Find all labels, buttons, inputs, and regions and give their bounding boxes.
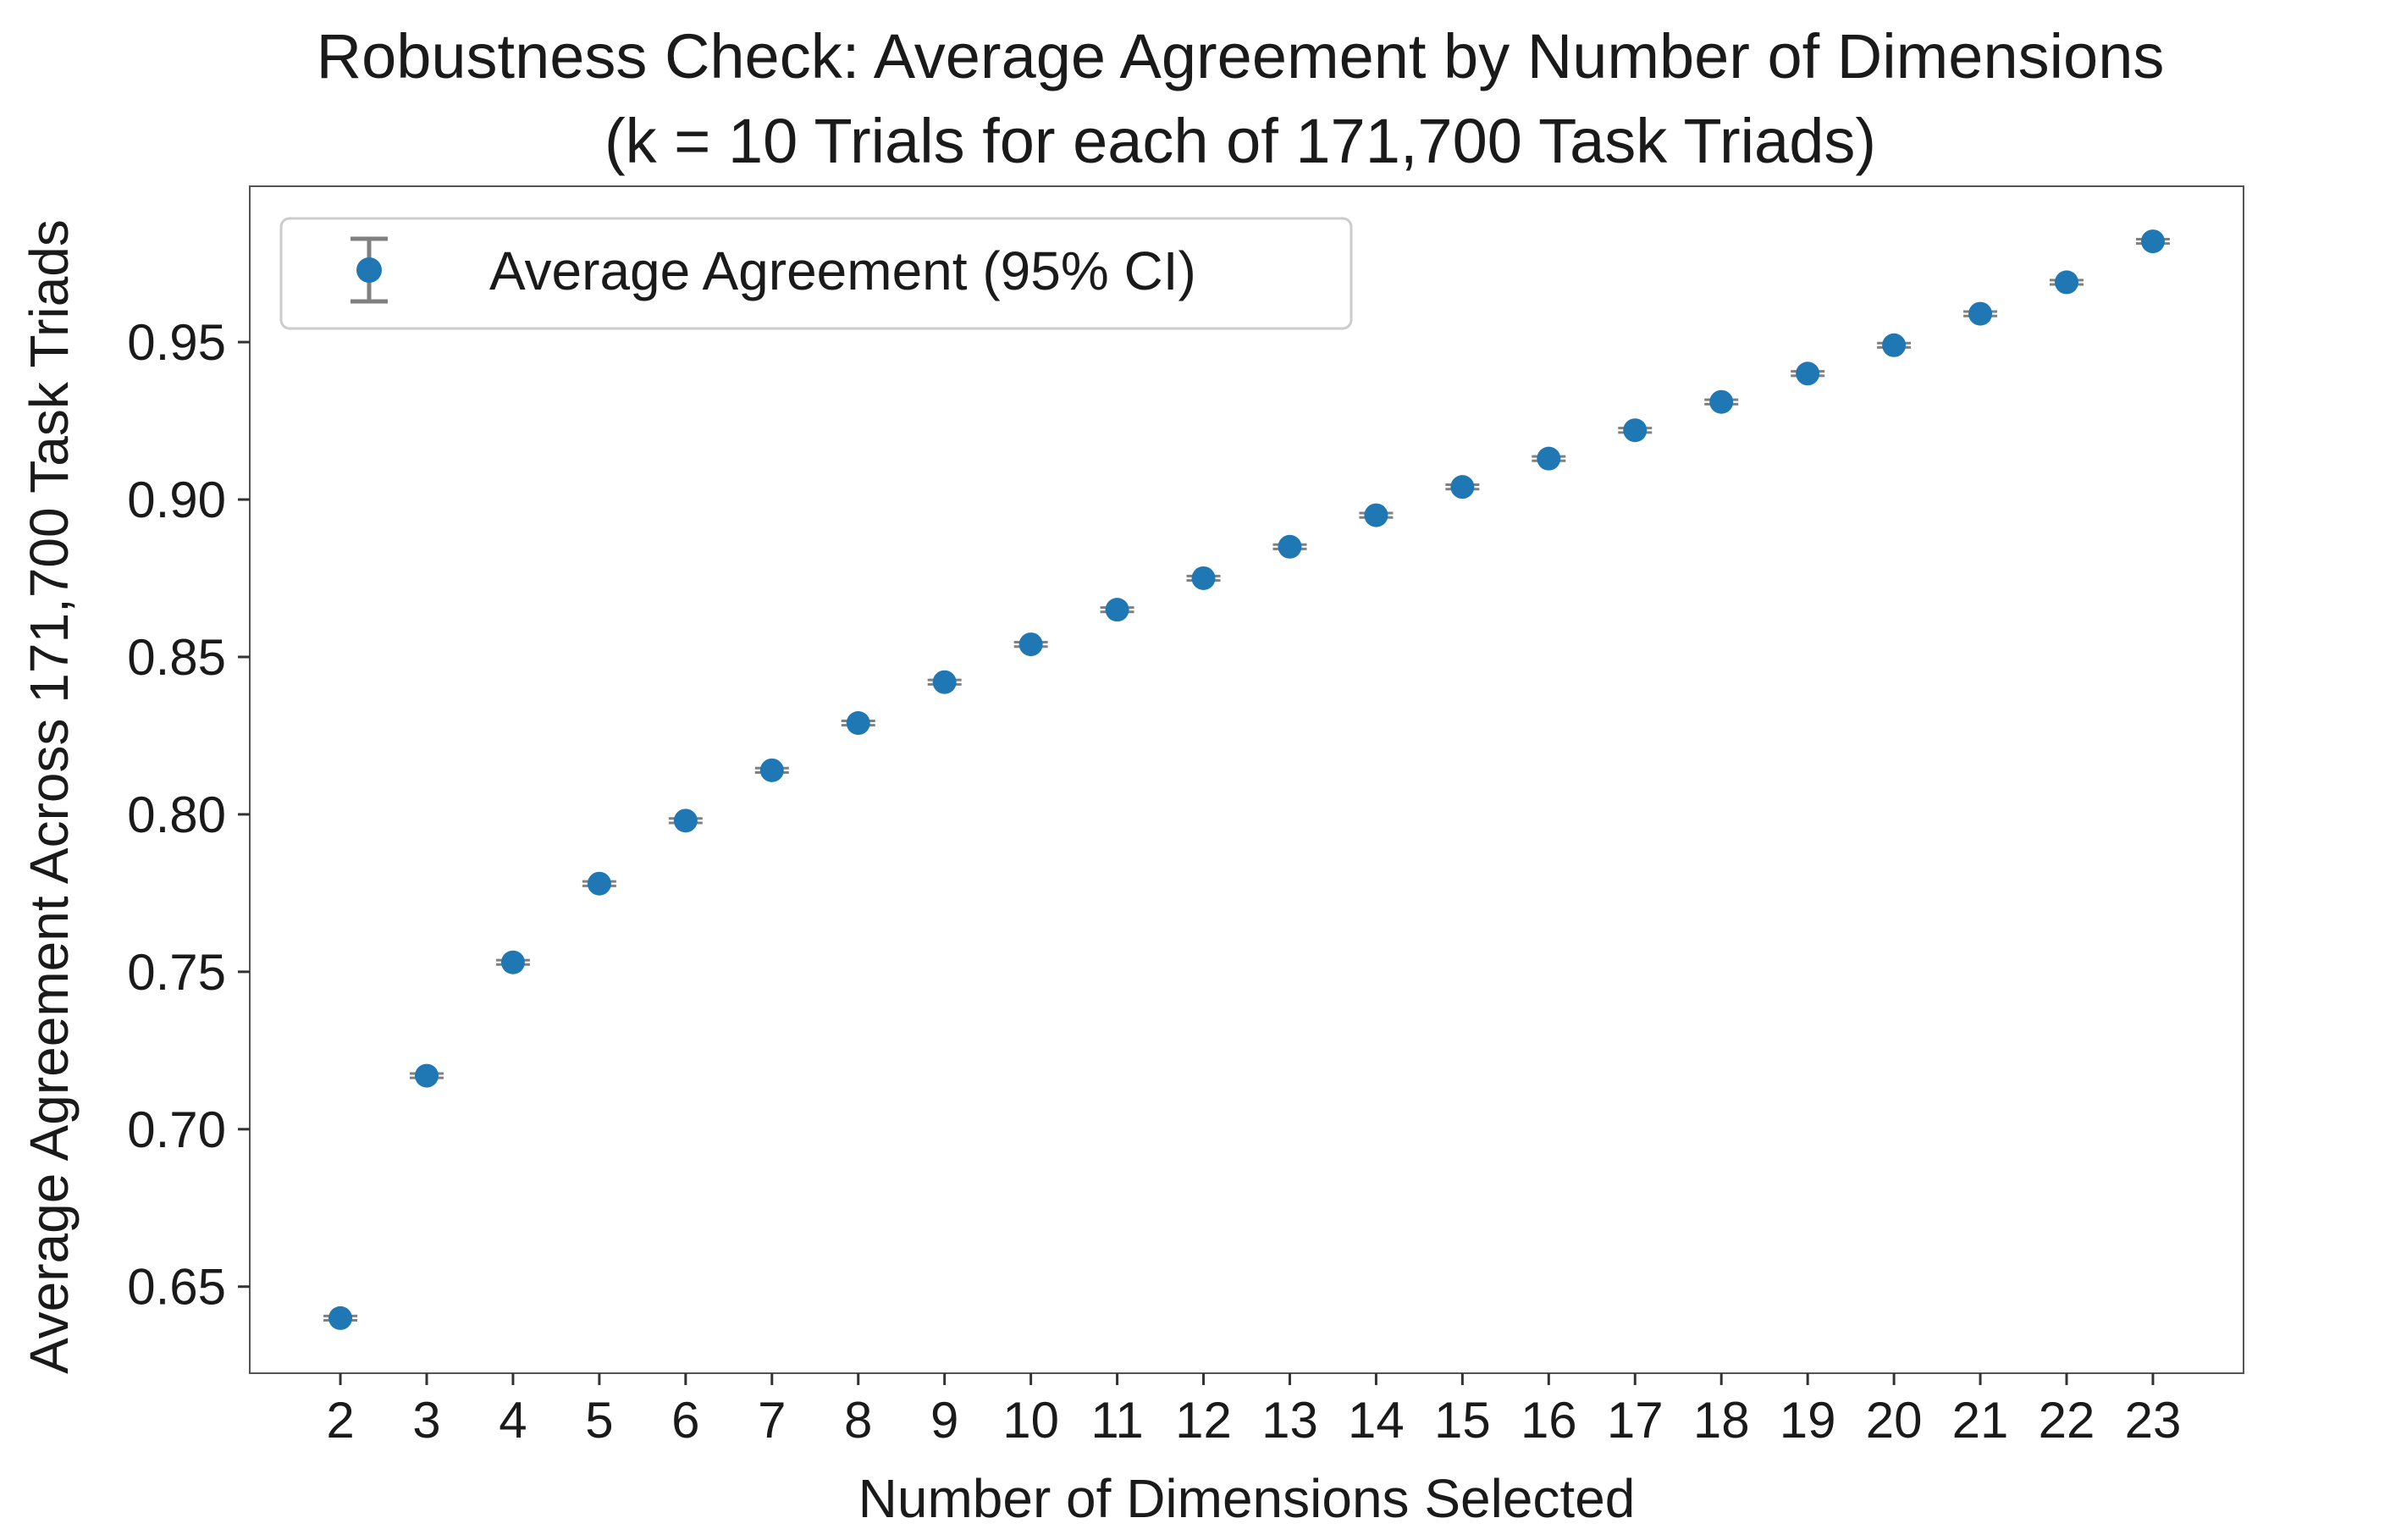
x-tick-label: 2 — [326, 1392, 354, 1449]
data-point — [414, 1063, 439, 1088]
data-point — [759, 758, 784, 782]
y-tick-label: 0.65 — [127, 1259, 226, 1316]
data-point — [846, 711, 870, 736]
y-tick-label: 0.95 — [127, 314, 226, 371]
y-axis-label: Average Agreement Across 171,700 Task Tr… — [19, 219, 80, 1374]
x-axis: 2 3 4 5 6 7 8 9 10 11 12 13 14 15 16 17 18 19 20 21 22 23 — [326, 1373, 2181, 1449]
x-tick-label: 10 — [1002, 1392, 1059, 1449]
plot-area: 0.650.700.750.800.850.900.95 2 3 4 5 6 7 8 9 10 1… — [127, 185, 2244, 1449]
x-tick-label: 11 — [1090, 1392, 1143, 1449]
data-point — [328, 1305, 353, 1330]
data-point — [1623, 418, 1648, 443]
data-point — [2140, 229, 2165, 254]
y-axis: 0.65 0.70 0.75 0.80 0.85 0.90 0.95 — [127, 314, 250, 1316]
legend-label: Average Agreement (95% CI) — [489, 240, 1196, 301]
data-points — [328, 229, 2165, 1330]
x-tick-label: 18 — [1693, 1392, 1750, 1449]
data-point — [2055, 270, 2079, 295]
y-tick-label: 0.70 — [127, 1101, 226, 1158]
data-point — [1450, 475, 1475, 500]
data-point — [1537, 446, 1561, 471]
x-tick-label: 17 — [1607, 1392, 1664, 1449]
data-point — [1709, 389, 1734, 414]
legend-box — [279, 217, 1353, 330]
x-axis-label: Number of Dimensions Selected — [858, 1468, 1636, 1529]
y-tick-label: 0.90 — [127, 472, 226, 528]
x-tick-label: 22 — [2039, 1392, 2095, 1449]
x-tick-label: 14 — [1348, 1392, 1405, 1449]
data-point — [587, 871, 611, 896]
x-tick-label: 9 — [930, 1392, 958, 1449]
y-tick-label: 0.85 — [127, 629, 226, 686]
x-tick-label: 4 — [499, 1392, 527, 1449]
data-point — [1105, 598, 1129, 622]
data-point — [1364, 503, 1388, 527]
x-tick-label: 23 — [2125, 1392, 2182, 1449]
chart-subtitle: (k = 10 Trials for each of 171,700 Task … — [604, 106, 1876, 176]
x-tick-label: 13 — [1261, 1392, 1318, 1449]
data-point — [1796, 362, 1820, 386]
x-tick-label: 3 — [412, 1392, 440, 1449]
legend-marker-icon — [356, 257, 382, 283]
x-tick-label: 5 — [585, 1392, 613, 1449]
data-point — [1191, 566, 1216, 590]
x-tick-label: 16 — [1521, 1392, 1577, 1449]
legend: Average Agreement (95% CI) — [279, 217, 1353, 330]
data-point — [1278, 534, 1302, 559]
plot-frame — [249, 185, 2244, 1374]
x-tick-label: 19 — [1780, 1392, 1836, 1449]
x-tick-label: 8 — [844, 1392, 872, 1449]
data-point — [1018, 632, 1043, 657]
data-point — [500, 950, 525, 974]
x-tick-label: 20 — [1866, 1392, 1923, 1449]
data-point — [1968, 301, 1993, 326]
data-point — [1882, 333, 1907, 357]
data-point — [932, 670, 957, 694]
x-tick-label: 21 — [1952, 1392, 2009, 1449]
x-tick-label: 7 — [758, 1392, 786, 1449]
data-point — [673, 809, 698, 833]
x-tick-label: 15 — [1434, 1392, 1491, 1449]
chart-title: Robustness Check: Average Agreement by N… — [317, 21, 2165, 91]
y-tick-label: 0.80 — [127, 787, 226, 843]
x-tick-label: 6 — [671, 1392, 699, 1449]
y-tick-label: 0.75 — [127, 944, 226, 1001]
x-tick-label: 12 — [1175, 1392, 1232, 1449]
